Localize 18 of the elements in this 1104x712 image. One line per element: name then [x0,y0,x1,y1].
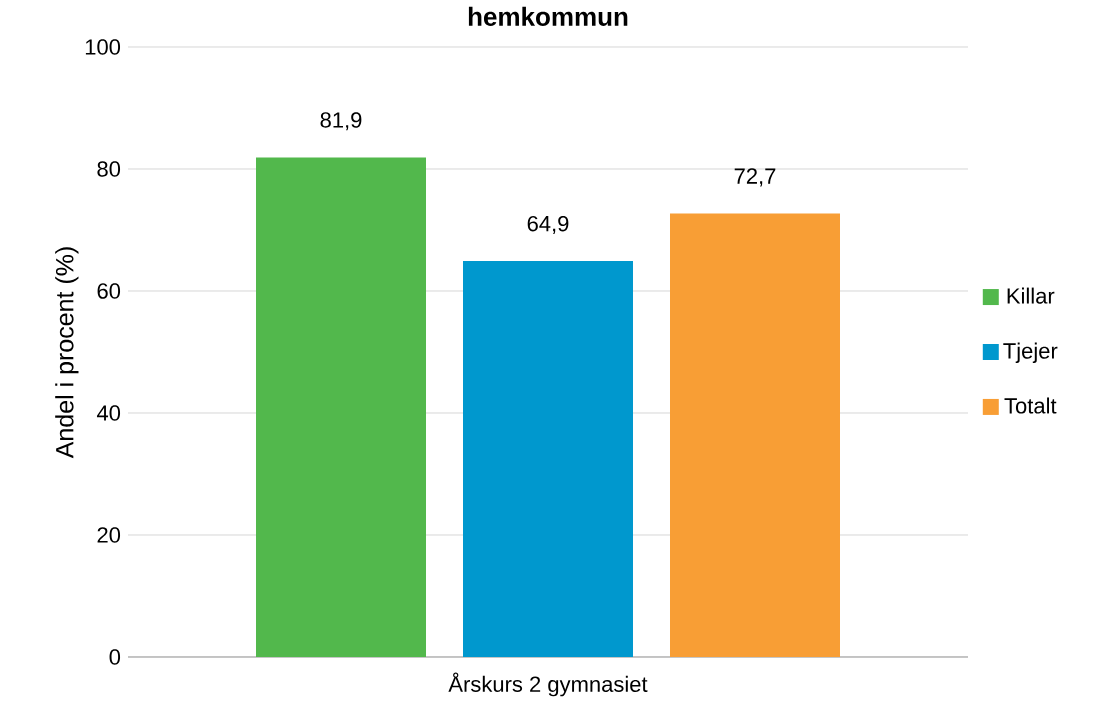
legend-label: Totalt [1004,397,1057,414]
legend-label: Tjejer [1003,342,1058,364]
y-tick-label: 40 [96,405,121,421]
x-tick-label: Årskurs 2 gymnasiet [448,672,648,697]
chart-title: hemkommun [468,6,628,26]
y-tick-label: 100 [85,39,121,55]
y-tick-label: 20 [97,527,121,543]
y-tick-label: 60 [97,283,121,299]
y-tick-label: 0 [109,649,121,665]
bar [463,261,633,657]
bar [256,157,427,657]
legend-label: Killar [1007,287,1055,304]
data-label: 64,9 [527,215,569,235]
data-label: 81,9 [320,112,362,131]
data-label: 72,7 [734,168,776,187]
y-tick-label: 80 [97,161,121,177]
y-axis-title: Andel i procent (%) [55,247,79,459]
bar [670,213,840,657]
